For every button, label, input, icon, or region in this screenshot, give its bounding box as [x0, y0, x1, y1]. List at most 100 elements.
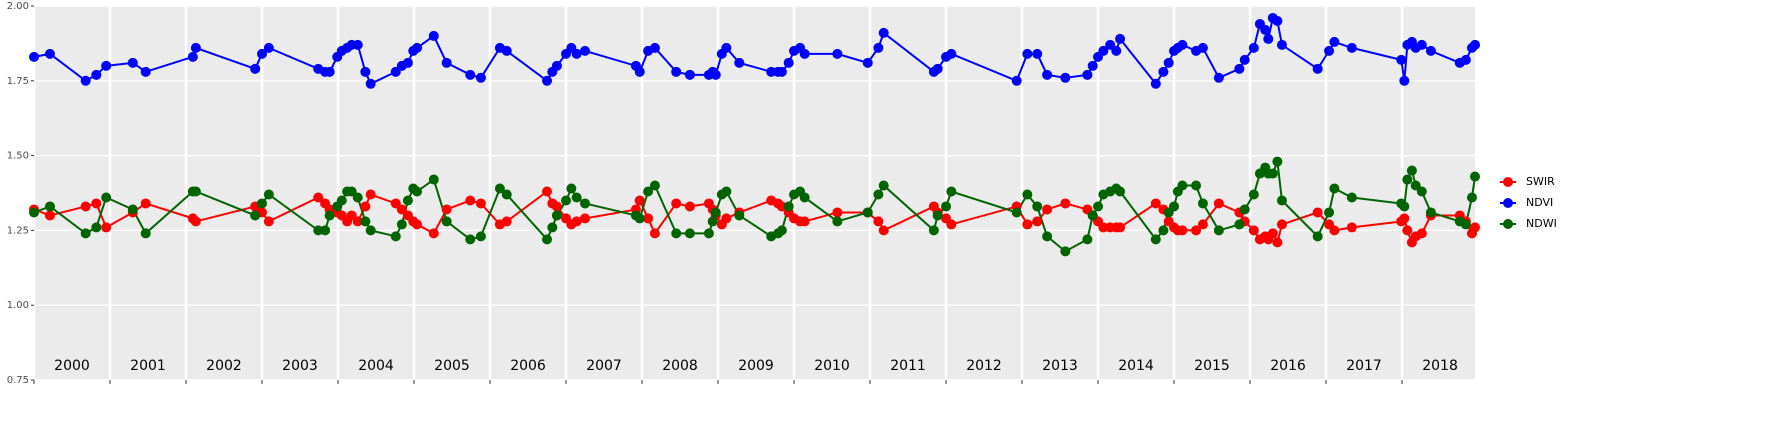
data-point — [1470, 222, 1480, 233]
data-point — [1158, 225, 1169, 236]
data-point — [671, 198, 682, 209]
data-point — [1276, 195, 1287, 206]
data-point — [1042, 69, 1053, 80]
data-point — [1093, 201, 1104, 212]
x-tick-label: 2010 — [814, 358, 850, 374]
data-point — [1191, 180, 1202, 191]
data-point — [649, 228, 660, 239]
data-point — [547, 222, 558, 233]
data-point — [1248, 225, 1259, 236]
x-tick-label: 2009 — [738, 358, 774, 374]
data-point — [1115, 222, 1126, 233]
data-point — [412, 219, 423, 230]
x-tick-label: 2006 — [510, 358, 546, 374]
data-point — [1260, 24, 1271, 35]
data-point — [643, 213, 654, 224]
data-point — [571, 216, 582, 227]
data-point — [1197, 42, 1208, 53]
data-point — [542, 234, 553, 245]
data-point — [390, 231, 401, 242]
legend-label: NDWI — [1526, 217, 1557, 230]
data-point — [946, 48, 957, 59]
points — [29, 12, 1480, 257]
data-point — [542, 186, 553, 197]
data-point — [465, 234, 476, 245]
data-point — [1060, 246, 1071, 257]
data-point — [832, 207, 843, 218]
data-point — [1087, 60, 1098, 71]
x-tick-label: 2014 — [1118, 358, 1154, 374]
data-point — [649, 42, 660, 53]
data-point — [643, 186, 654, 197]
data-point — [1272, 237, 1283, 248]
data-point — [1346, 192, 1357, 203]
data-point — [1470, 171, 1480, 182]
grid — [32, 5, 1475, 381]
x-tick-label: 2012 — [966, 358, 1002, 374]
data-point — [1022, 219, 1033, 230]
data-point — [721, 213, 732, 224]
x-tick-label: 2013 — [1042, 358, 1078, 374]
data-point — [551, 201, 562, 212]
x-tick-label: 2017 — [1346, 358, 1382, 374]
data-point — [1177, 180, 1188, 191]
data-point — [1416, 228, 1427, 239]
data-point — [91, 198, 102, 209]
y-tick-label: 1.75 — [7, 76, 29, 87]
data-point — [1276, 39, 1287, 50]
data-point — [932, 210, 943, 221]
data-point — [946, 219, 957, 230]
data-point — [707, 216, 718, 227]
data-point — [91, 222, 102, 233]
y-tick-label: 1.25 — [7, 225, 29, 236]
data-point — [1276, 219, 1287, 230]
data-point — [44, 48, 55, 59]
data-point — [1150, 234, 1161, 245]
data-point — [250, 210, 261, 221]
data-point — [501, 216, 512, 227]
data-point — [80, 201, 91, 212]
data-point — [580, 198, 591, 209]
data-point — [1060, 198, 1071, 209]
data-point — [1011, 75, 1022, 86]
data-point — [1402, 225, 1413, 236]
data-point — [1416, 39, 1427, 50]
data-point — [324, 210, 335, 221]
data-point — [190, 186, 201, 197]
data-point — [1060, 72, 1071, 83]
data-point — [776, 201, 787, 212]
data-point — [1234, 63, 1245, 74]
data-point — [873, 189, 884, 200]
data-point — [634, 213, 645, 224]
data-point — [29, 51, 39, 62]
data-point — [360, 216, 371, 227]
data-point — [44, 201, 55, 212]
data-point — [1087, 210, 1098, 221]
data-point — [1396, 54, 1407, 65]
data-point — [873, 42, 884, 53]
data-point — [799, 192, 810, 203]
data-point — [324, 66, 335, 77]
x-tick-label: 2015 — [1194, 358, 1230, 374]
x-tick-label: 2000 — [54, 358, 90, 374]
data-point — [580, 213, 591, 224]
data-point — [140, 66, 151, 77]
data-point — [1346, 42, 1357, 53]
data-point — [684, 228, 695, 239]
data-point — [862, 207, 873, 218]
data-point — [1425, 207, 1436, 218]
data-point — [571, 192, 582, 203]
data-point — [1177, 225, 1188, 236]
data-point — [412, 42, 423, 53]
data-point — [465, 69, 476, 80]
data-point — [336, 195, 347, 206]
data-point — [1032, 201, 1043, 212]
data-point — [360, 66, 371, 77]
data-point — [91, 69, 102, 80]
data-point — [1011, 207, 1022, 218]
data-point — [402, 195, 413, 206]
data-point — [44, 210, 55, 221]
plot-panel — [34, 6, 1475, 380]
data-point — [1177, 39, 1188, 50]
